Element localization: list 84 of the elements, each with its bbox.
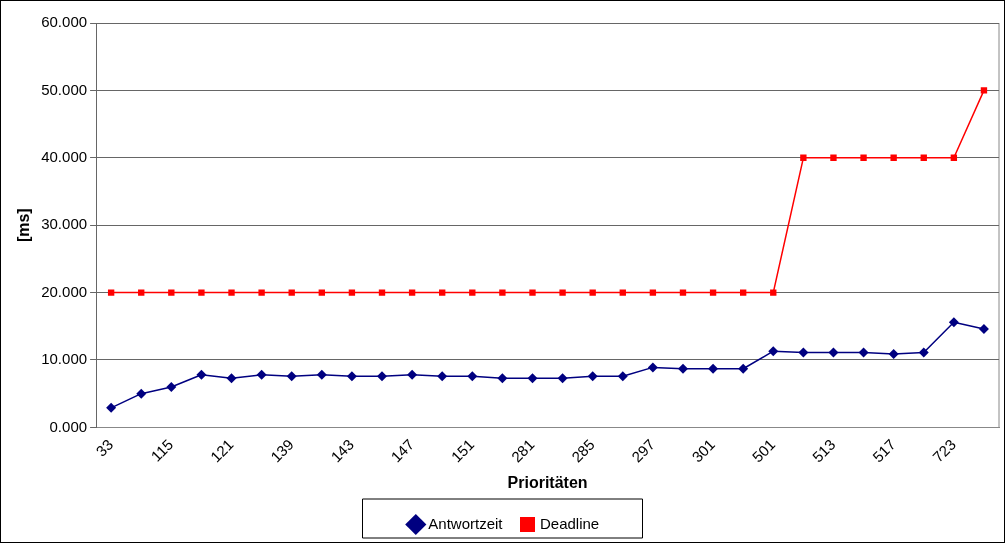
point — [136, 388, 147, 399]
point — [557, 373, 568, 384]
point — [529, 289, 536, 296]
point — [617, 371, 628, 382]
point — [647, 362, 658, 373]
point — [286, 371, 297, 382]
point — [499, 289, 506, 296]
x-tick-label: 115 — [147, 435, 177, 465]
point — [830, 154, 837, 161]
point — [888, 348, 899, 359]
y-tick-label: 0.000 — [49, 417, 88, 435]
point — [378, 289, 386, 296]
x-tick-label: 33 — [92, 435, 117, 460]
point — [589, 289, 596, 296]
x-tick-label: 143 — [327, 435, 357, 466]
y-tick-label: 50.000 — [41, 80, 88, 98]
x-tick-label: 723 — [929, 435, 959, 466]
x-tick-label: 297 — [628, 435, 658, 466]
point — [346, 371, 357, 382]
legend-label: Antwortzeit — [428, 514, 504, 532]
point — [798, 347, 809, 358]
point — [527, 373, 538, 384]
point — [138, 289, 145, 296]
x-axis-title: Prioritäten — [507, 473, 588, 491]
point — [587, 371, 598, 382]
point — [196, 369, 207, 380]
point — [288, 289, 295, 296]
point — [619, 289, 626, 296]
point — [437, 371, 448, 382]
point — [890, 154, 897, 161]
x-tick-label: 281 — [507, 435, 538, 466]
point — [258, 289, 265, 296]
point — [800, 154, 807, 161]
point — [679, 289, 687, 296]
point — [738, 363, 749, 374]
point — [107, 289, 115, 296]
x-tick-label: 147 — [387, 435, 418, 466]
point — [948, 317, 959, 328]
point — [408, 289, 416, 296]
point — [708, 363, 719, 374]
y-tick-label: 60.000 — [41, 13, 88, 31]
x-tick-label: 501 — [748, 435, 779, 466]
x-tick-label: 513 — [808, 435, 839, 466]
point — [228, 289, 235, 296]
x-tick-label: 121 — [206, 435, 237, 466]
point — [168, 289, 175, 296]
point — [709, 289, 717, 296]
x-tick-label: 139 — [267, 435, 297, 466]
y-tick-label: 10.000 — [41, 350, 88, 368]
point — [256, 369, 267, 380]
y-axis-title: [ms] — [15, 208, 33, 243]
point — [770, 289, 777, 296]
point — [978, 323, 989, 334]
point — [407, 369, 418, 380]
legend-label: Deadline — [539, 514, 600, 532]
y-tick-label: 30.000 — [41, 215, 88, 233]
point — [226, 373, 237, 384]
point — [858, 347, 869, 358]
x-tick-label: 285 — [568, 435, 598, 466]
point — [497, 373, 508, 384]
point — [198, 289, 205, 296]
y-tick-label: 20.000 — [41, 282, 88, 300]
x-tick-label: 151 — [447, 435, 478, 466]
point — [649, 289, 657, 296]
point — [559, 289, 566, 296]
point — [739, 289, 747, 296]
point — [469, 289, 476, 296]
point — [768, 346, 779, 357]
point — [348, 289, 356, 296]
y-tick-label: 40.000 — [41, 147, 88, 165]
point — [316, 369, 327, 380]
point — [980, 87, 988, 94]
point — [439, 289, 446, 296]
point — [918, 347, 929, 358]
point — [106, 402, 117, 413]
point — [377, 371, 387, 382]
point — [828, 347, 839, 358]
point — [467, 371, 478, 382]
point — [677, 363, 688, 374]
point — [318, 289, 325, 296]
x-tick-label: 301 — [688, 435, 719, 466]
point — [166, 381, 177, 392]
x-tick-label: 517 — [868, 435, 899, 466]
point — [860, 154, 867, 161]
